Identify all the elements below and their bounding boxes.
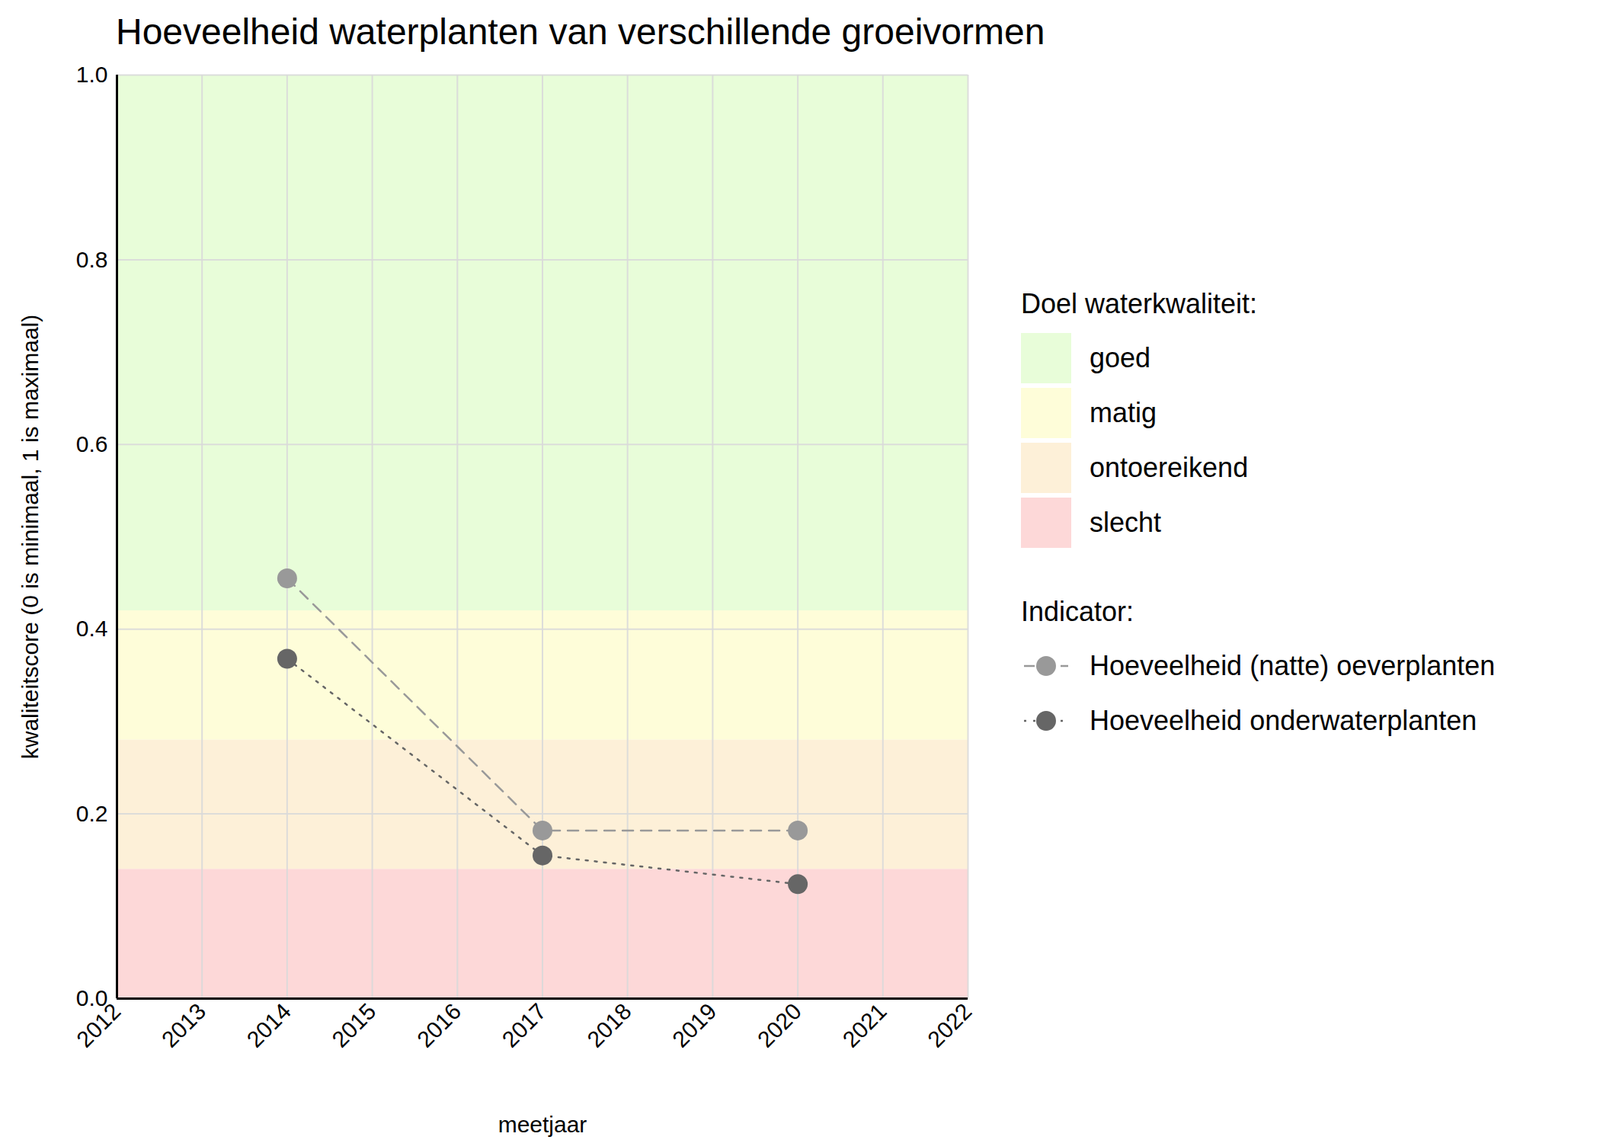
svg-text:meetjaar: meetjaar — [498, 1111, 588, 1137]
svg-text:2016: 2016 — [412, 998, 467, 1053]
html-text:Hoeveelheid onderwaterplanten: Hoeveelheid onderwaterplanten — [1089, 704, 1477, 736]
svg-text:2018: 2018 — [582, 998, 637, 1053]
svg-text:2020: 2020 — [752, 998, 807, 1053]
svg-text:2019: 2019 — [667, 998, 722, 1053]
svg-text:2015: 2015 — [326, 998, 381, 1053]
svg-text:1.0: 1.0 — [76, 61, 109, 87]
svg-text:0.4: 0.4 — [76, 615, 109, 641]
html-text:Doel waterkwaliteit:: Doel waterkwaliteit: — [1020, 288, 1258, 320]
html-text:matig: matig — [1089, 396, 1157, 429]
html-text:slecht: slecht — [1089, 506, 1162, 538]
svg-text:2021: 2021 — [837, 998, 892, 1053]
svg-text:kwaliteitscore (0 is minimaal,: kwaliteitscore (0 is minimaal, 1 is maxi… — [17, 314, 43, 759]
svg-text:0.8: 0.8 — [76, 246, 109, 272]
svg-text:2022: 2022 — [922, 998, 977, 1053]
svg-text:2012: 2012 — [71, 998, 126, 1053]
html-text:Hoeveelheid (natte) oeverplant: Hoeveelheid (natte) oeverplanten — [1089, 649, 1496, 682]
html-text:Hoeveelheid waterplanten van v: Hoeveelheid waterplanten van verschillen… — [115, 11, 1045, 52]
svg-text:2014: 2014 — [241, 998, 296, 1053]
svg-text:0.6: 0.6 — [76, 431, 109, 457]
html-text:ontoereikend: ontoereikend — [1089, 451, 1249, 484]
html-text:goed: goed — [1089, 342, 1151, 374]
svg-text:2017: 2017 — [496, 998, 551, 1053]
svg-text:0.0: 0.0 — [76, 985, 108, 1011]
svg-text:2013: 2013 — [156, 998, 212, 1053]
svg-text:0.2: 0.2 — [76, 800, 109, 826]
html-text:Indicator:: Indicator: — [1020, 595, 1134, 628]
